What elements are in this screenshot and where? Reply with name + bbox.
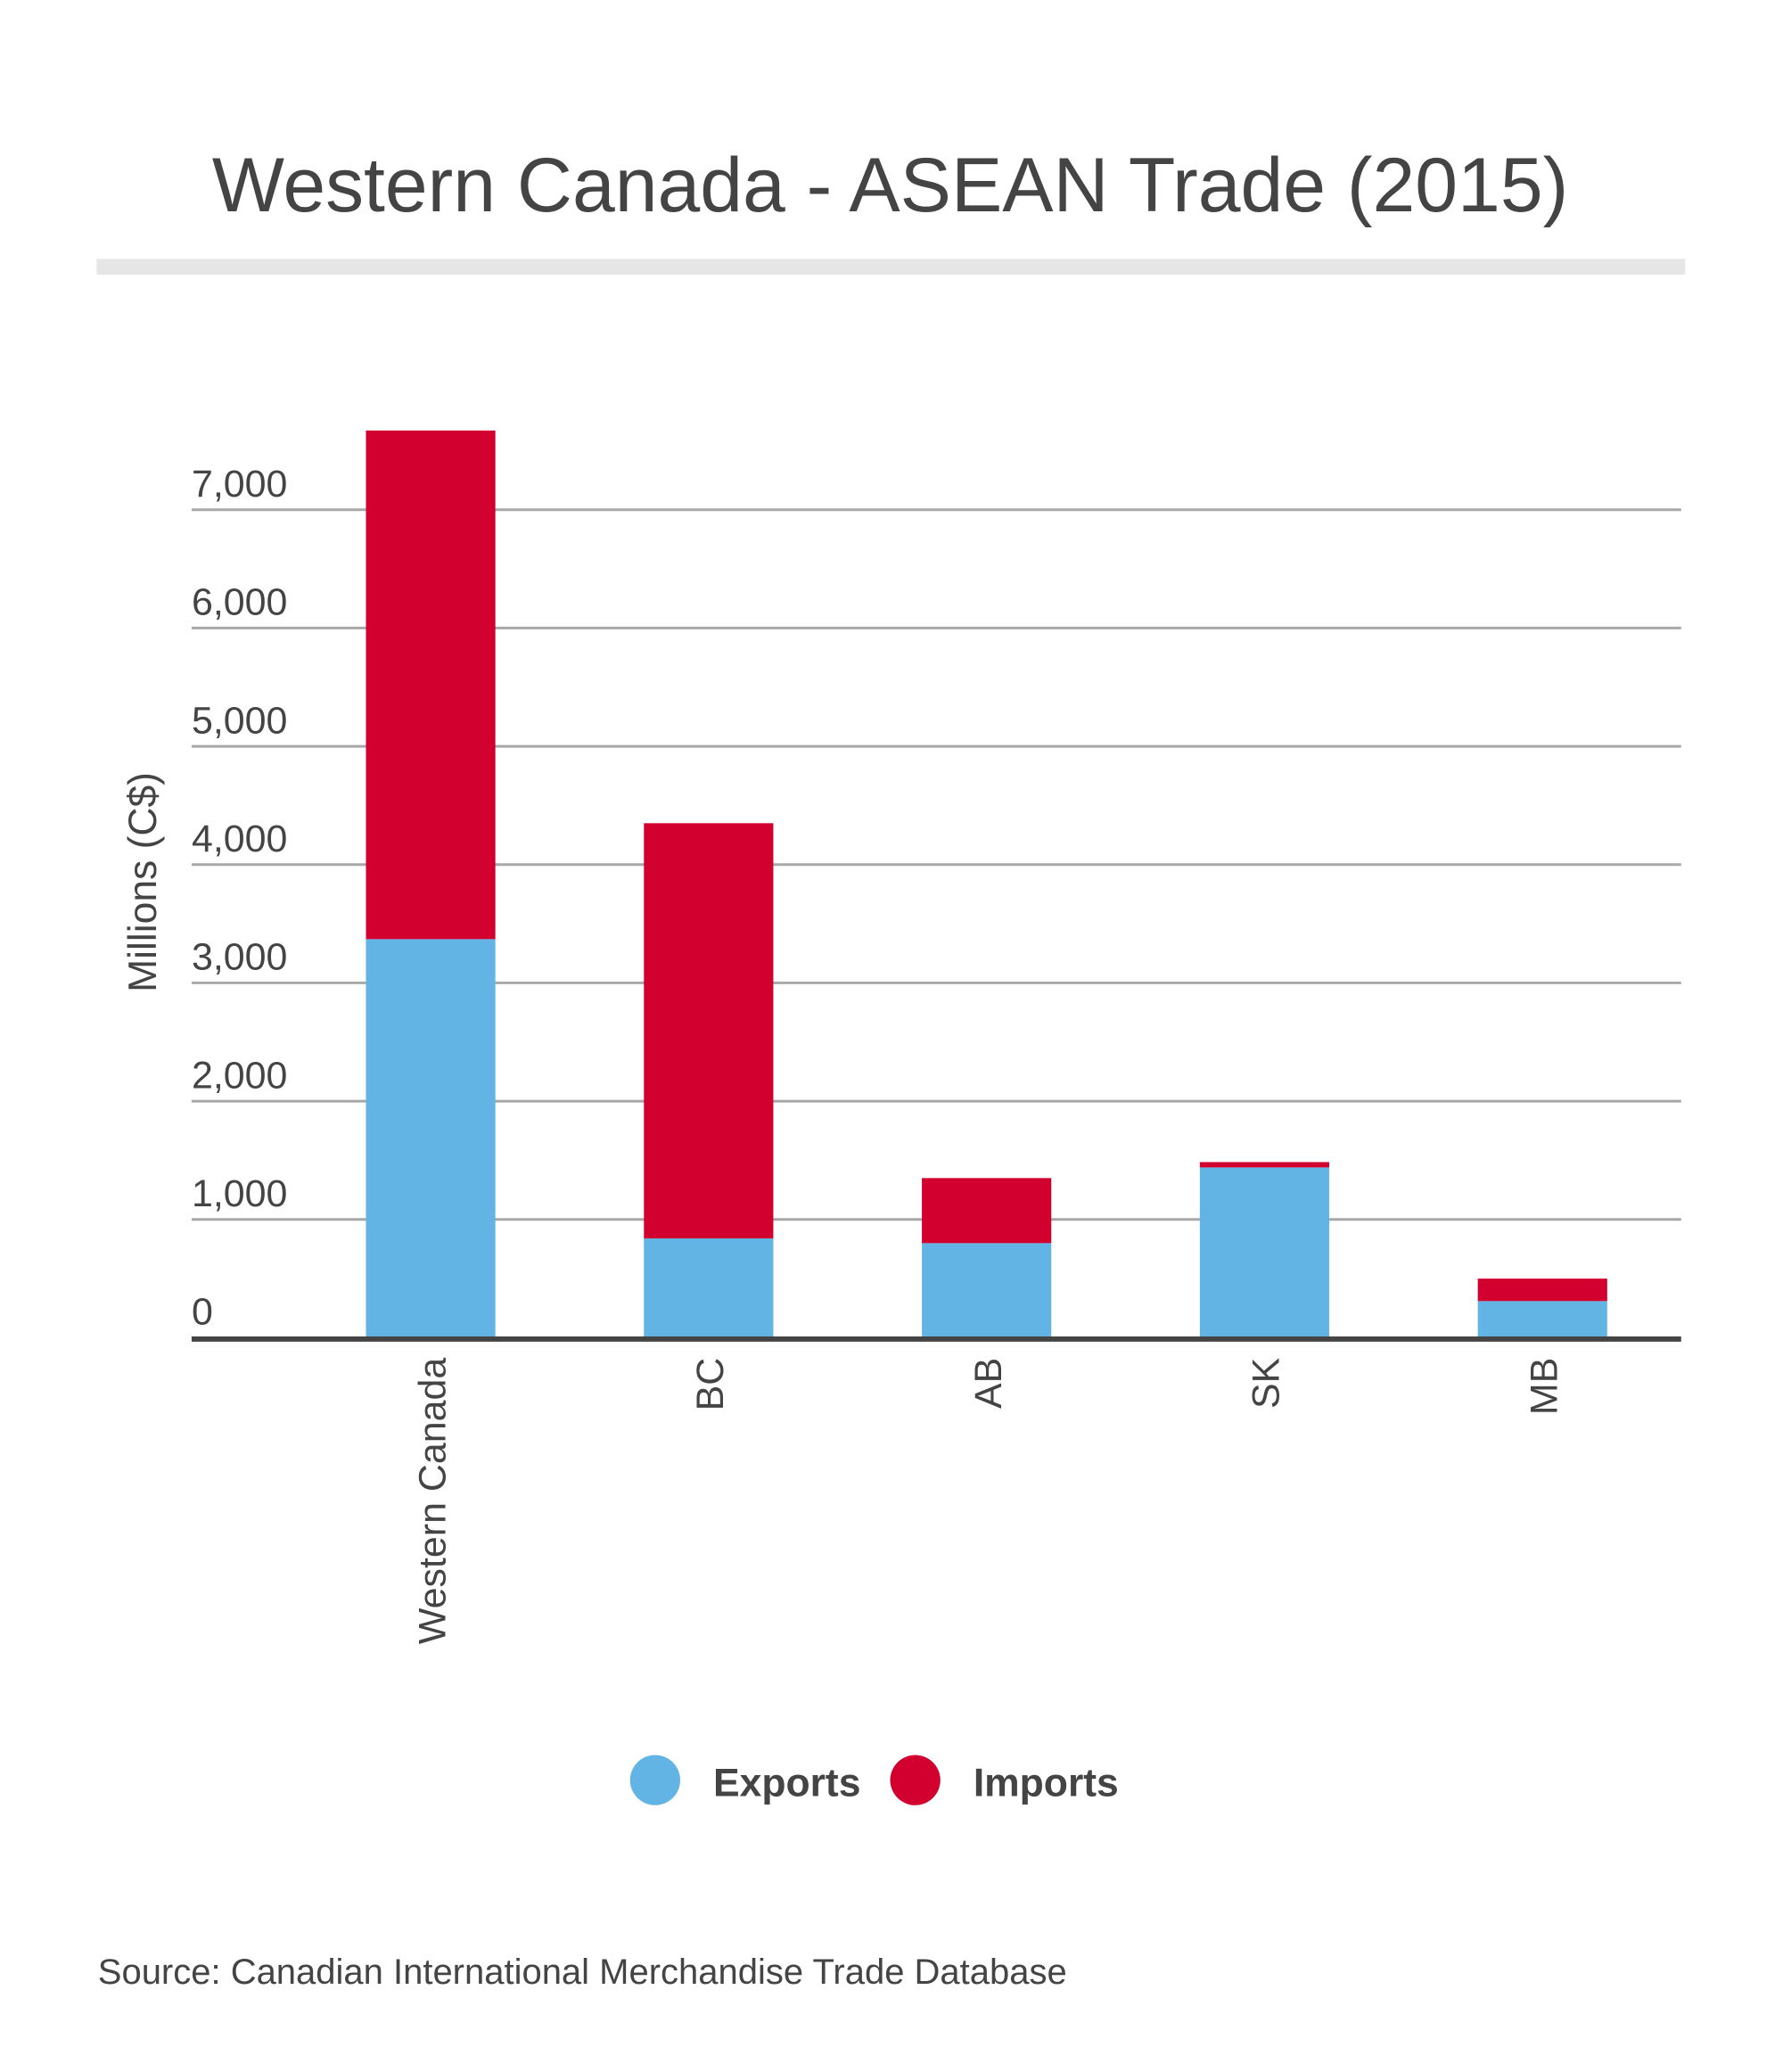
legend-swatch	[890, 1755, 941, 1805]
y-tick-label: 7,000	[192, 463, 287, 506]
x-tick-label: SK	[1245, 1357, 1288, 1409]
bar-segment	[922, 1178, 1052, 1244]
bar-segment	[1477, 1301, 1607, 1338]
bar-segment	[366, 939, 496, 1338]
bar-segment	[1199, 1162, 1330, 1168]
legend-swatch	[629, 1755, 681, 1805]
x-tick-label: Western Canada	[411, 1358, 454, 1645]
source-note: Source: Canadian International Merchandi…	[98, 1953, 1067, 1992]
y-tick-label: 3,000	[192, 936, 287, 979]
bar-segment	[1477, 1279, 1607, 1302]
y-axis-label: Millions (C$)	[121, 772, 165, 992]
y-tick-label: 5,000	[192, 699, 287, 742]
y-tick-label: 2,000	[192, 1054, 287, 1097]
y-tick-label: 4,000	[192, 818, 287, 860]
bar-segment	[366, 430, 496, 940]
bar-segment	[644, 1238, 774, 1338]
x-tick-label: AB	[967, 1358, 1010, 1409]
y-tick-label: 0	[192, 1291, 213, 1334]
chart-title: Western Canada - ASEAN Trade (2015)	[212, 143, 1568, 228]
legend-label: Exports	[713, 1761, 860, 1805]
legend-label: Imports	[974, 1761, 1119, 1805]
bar-segment	[644, 823, 774, 1239]
y-tick-label: 6,000	[192, 581, 287, 624]
y-tick-label: 1,000	[192, 1172, 287, 1215]
bar-segment	[1199, 1167, 1330, 1338]
x-tick-label: BC	[689, 1358, 732, 1411]
title-rule	[96, 259, 1686, 275]
bar-segment	[922, 1243, 1052, 1338]
x-tick-label: MB	[1524, 1358, 1566, 1415]
